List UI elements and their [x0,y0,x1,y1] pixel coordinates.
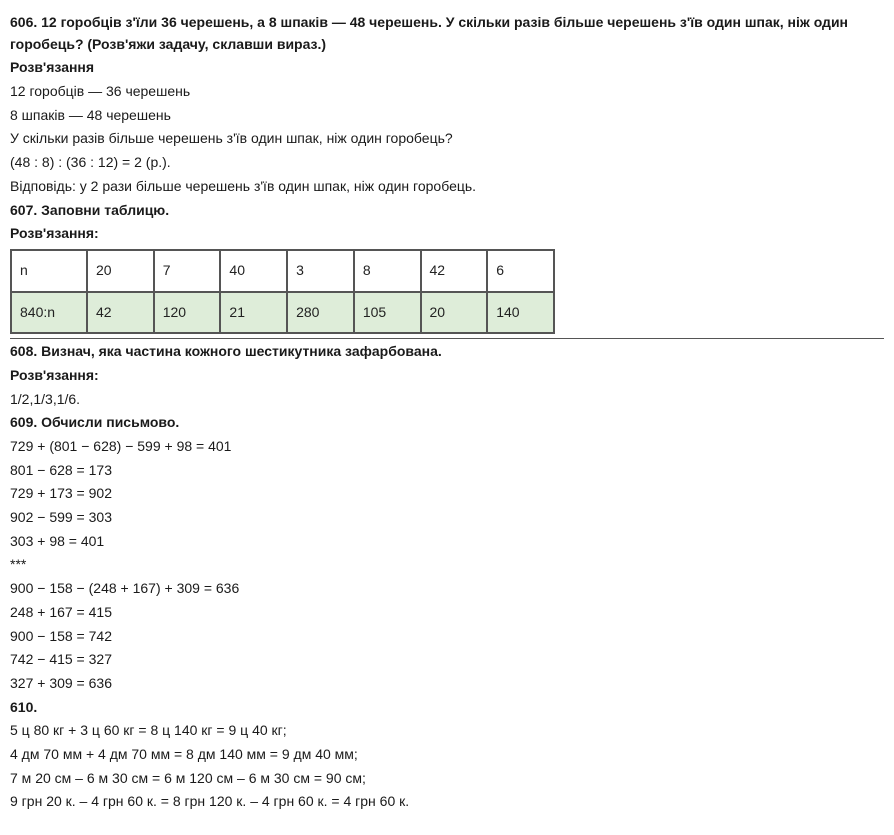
table-row: 840:n 42 120 21 280 105 20 140 [11,292,554,334]
problem-609-line: 801 − 628 = 173 [10,460,884,482]
table-cell: 21 [220,292,287,334]
problem-607-solution-label: Розв'язання: [10,223,884,245]
problem-606-line: 8 шпаків — 48 черешень [10,105,884,127]
problem-609-line: 729 + 173 = 902 [10,483,884,505]
problem-606-line: Відповідь: у 2 рази більше черешень з'їв… [10,176,884,198]
problem-609-line: 303 + 98 = 401 [10,531,884,553]
problem-609-line: 248 + 167 = 415 [10,602,884,624]
problem-606-line: (48 : 8) : (36 : 12) = 2 (р.). [10,152,884,174]
problem-606-line: У скільки разів більше черешень з'їв оди… [10,128,884,150]
table-cell: 120 [154,292,221,334]
problem-609-line: *** [10,554,884,576]
problem-610-line: 9 грн 20 к. – 4 грн 60 к. = 8 грн 120 к.… [10,791,884,813]
problem-609-line: 327 + 309 = 636 [10,673,884,695]
table-cell-header: n [11,250,87,292]
problem-606-line: 12 горобців — 36 черешень [10,81,884,103]
table-cell-header: 6 [487,250,554,292]
table-cell-header: 3 [287,250,354,292]
problem-608-solution-label: Розв'язання: [10,365,884,387]
table-cell-header: 42 [421,250,488,292]
table-cell: 105 [354,292,421,334]
problem-608-title: 608. Визнач, яка частина кожного шестику… [10,341,884,363]
problem-610-line: 4 дм 70 мм + 4 дм 70 мм = 8 дм 140 мм = … [10,744,884,766]
problem-609-line: 742 − 415 = 327 [10,649,884,671]
table-607: n 20 7 40 3 8 42 6 840:n 42 120 21 280 1… [10,249,555,334]
table-cell: 280 [287,292,354,334]
table-cell: 20 [421,292,488,334]
problem-609-line: 900 − 158 − (248 + 167) + 309 = 636 [10,578,884,600]
problem-609-title: 609. Обчисли письмово. [10,412,884,434]
problem-609-line: 900 − 158 = 742 [10,626,884,648]
table-cell-header: 40 [220,250,287,292]
problem-610-line: 7 м 20 см – 6 м 30 см = 6 м 120 см – 6 м… [10,768,884,790]
problem-610-title: 610. [10,697,884,719]
table-row: n 20 7 40 3 8 42 6 [11,250,554,292]
problem-609-line: 729 + (801 − 628) − 599 + 98 = 401 [10,436,884,458]
table-cell-header: 7 [154,250,221,292]
table-cell-header: 20 [87,250,154,292]
problem-609-line: 902 − 599 = 303 [10,507,884,529]
table-cell-header: 8 [354,250,421,292]
problem-608-answer: 1/2,1/3,1/6. [10,389,884,411]
problem-606-solution-label: Розв'язання [10,57,884,79]
problem-610-line: 5 ц 80 кг + 3 ц 60 кг = 8 ц 140 кг = 9 ц… [10,720,884,742]
table-cell: 42 [87,292,154,334]
page-content: 606. 12 горобців з'їли 36 черешень, а 8 … [0,0,894,835]
problem-606-title: 606. 12 горобців з'їли 36 черешень, а 8 … [10,12,884,55]
table-cell: 140 [487,292,554,334]
divider [10,338,884,339]
problem-607-title: 607. Заповни таблицю. [10,200,884,222]
table-cell: 840:n [11,292,87,334]
